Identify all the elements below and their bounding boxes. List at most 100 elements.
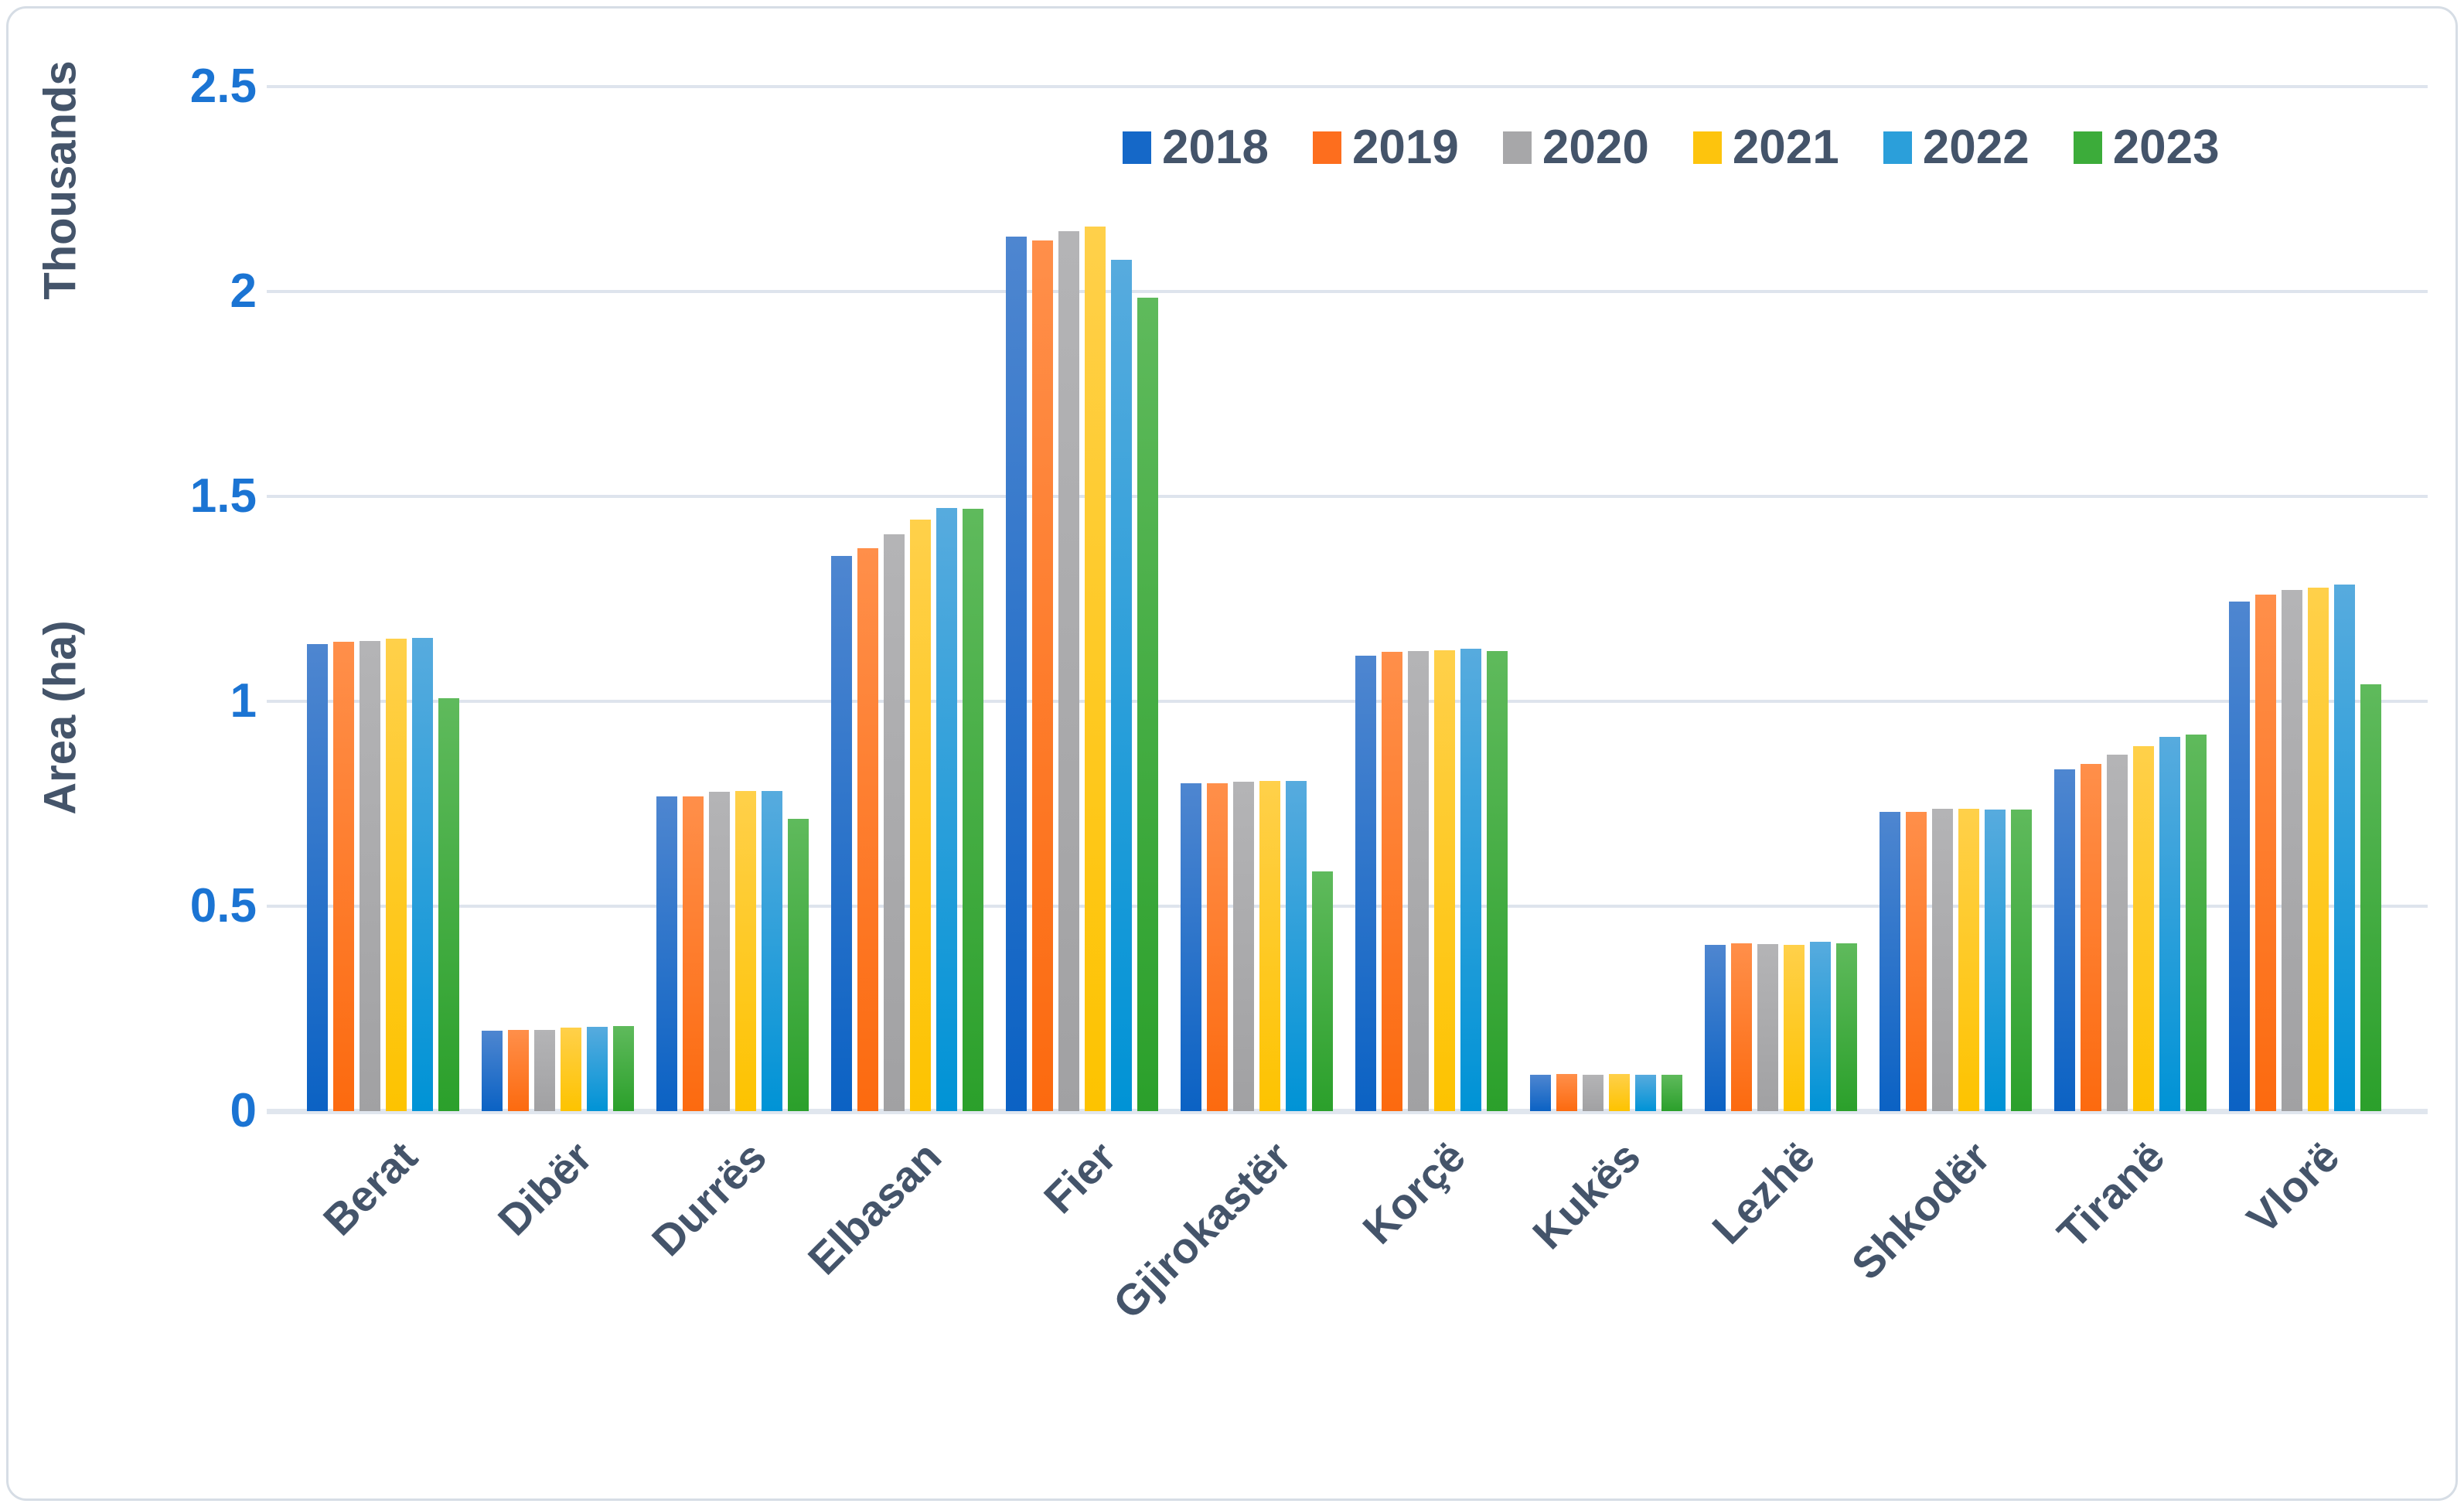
legend-label-2018: 2018 (1162, 121, 1269, 174)
bar-durres-2023 (788, 819, 809, 1111)
gridline-2.5 (267, 85, 2428, 88)
bar-vlore-2021 (2308, 588, 2329, 1111)
bar-tirane-2019 (2081, 764, 2101, 1111)
category-label-tirane: Tiranë (2047, 1131, 2174, 1258)
legend-label-2021: 2021 (1732, 121, 1839, 174)
x-axis-line (267, 1109, 2428, 1114)
bar-tirane-2018 (2054, 769, 2075, 1111)
y-tick-label-0.5: 0.5 (189, 879, 257, 932)
bar-shkoder-2020 (1932, 809, 1953, 1111)
bar-vlore-2023 (2360, 684, 2381, 1111)
legend-swatch-2022 (1883, 131, 1912, 164)
bar-berat-2019 (333, 642, 354, 1111)
bar-lezhe-2023 (1836, 943, 1857, 1111)
bar-fier-2022 (1111, 260, 1132, 1111)
bar-gjirokaster-2022 (1286, 781, 1307, 1111)
bar-shkoder-2022 (1985, 810, 2006, 1111)
category-label-diber: Dibër (488, 1131, 602, 1245)
bar-lezhe-2019 (1731, 943, 1752, 1111)
y-tick-label-1: 1 (230, 674, 257, 728)
bar-korce-2021 (1434, 650, 1455, 1111)
bar-fier-2018 (1006, 237, 1027, 1111)
bar-kukes-2023 (1661, 1075, 1682, 1111)
bar-diber-2022 (587, 1027, 608, 1111)
bar-lezhe-2020 (1757, 944, 1778, 1111)
legend-swatch-2018 (1123, 131, 1151, 164)
bar-elbasan-2020 (884, 534, 905, 1111)
bar-durres-2018 (656, 796, 677, 1111)
bar-kukes-2021 (1609, 1074, 1630, 1111)
bar-korce-2020 (1408, 651, 1429, 1111)
bar-lezhe-2018 (1705, 945, 1726, 1111)
gridline-2 (267, 290, 2428, 293)
legend-label-2023: 2023 (2112, 121, 2220, 174)
bar-kukes-2020 (1583, 1075, 1603, 1111)
bar-fier-2023 (1137, 298, 1158, 1111)
bar-vlore-2019 (2255, 595, 2276, 1111)
bar-vlore-2020 (2282, 590, 2302, 1111)
y-tick-label-0: 0 (230, 1084, 257, 1137)
bar-lezhe-2022 (1810, 942, 1831, 1111)
category-label-shkoder: Shkodër (1842, 1131, 1999, 1289)
bar-elbasan-2022 (936, 508, 957, 1111)
bar-elbasan-2018 (831, 556, 852, 1111)
legend-item-2018: 2018 (1123, 124, 1269, 172)
bar-vlore-2018 (2229, 602, 2250, 1111)
category-label-vlore: Vlorë (2237, 1131, 2349, 1243)
legend-swatch-2019 (1312, 131, 1341, 164)
bar-fier-2019 (1032, 240, 1053, 1111)
bar-tirane-2021 (2133, 746, 2154, 1111)
category-label-kukes: Kukës (1523, 1131, 1650, 1259)
bar-fier-2021 (1085, 227, 1106, 1111)
category-label-gjirokaster: Gjirokastër (1103, 1131, 1300, 1328)
bar-korce-2019 (1382, 652, 1402, 1111)
category-label-berat: Berat (313, 1131, 427, 1245)
bar-berat-2020 (360, 641, 380, 1111)
legend-label-2019: 2019 (1351, 121, 1459, 174)
legend-item-2021: 2021 (1692, 121, 1839, 174)
bar-kukes-2019 (1556, 1074, 1577, 1111)
legend-swatch-2021 (1692, 131, 1722, 164)
legend-swatch-2023 (2073, 131, 2102, 164)
category-label-lezhe: Lezhë (1702, 1131, 1825, 1253)
bar-elbasan-2019 (857, 548, 878, 1111)
bar-korce-2018 (1355, 656, 1376, 1111)
bar-shkoder-2021 (1958, 809, 1979, 1111)
bar-durres-2019 (683, 796, 704, 1111)
bar-berat-2018 (307, 644, 328, 1111)
bar-diber-2019 (508, 1030, 529, 1111)
bar-shkoder-2019 (1906, 812, 1927, 1111)
y-tick-label-2: 2 (230, 264, 257, 318)
bar-berat-2022 (412, 638, 433, 1111)
bar-gjirokaster-2019 (1207, 783, 1228, 1111)
category-label-durres: Durrës (642, 1131, 776, 1266)
bar-elbasan-2023 (963, 509, 983, 1111)
bar-durres-2020 (709, 792, 730, 1111)
bar-korce-2022 (1460, 649, 1481, 1111)
legend-item-2023: 2023 (2073, 121, 2220, 174)
bar-durres-2022 (762, 791, 782, 1111)
legend-label-2022: 2022 (1922, 121, 2029, 174)
category-label-fier: Fier (1034, 1131, 1126, 1223)
category-label-elbasan: Elbasan (799, 1131, 951, 1284)
legend-item-2019: 2019 (1312, 121, 1459, 174)
gridline-1 (267, 700, 2428, 703)
y-tick-label-1.5: 1.5 (189, 469, 257, 523)
bar-tirane-2023 (2186, 735, 2207, 1111)
legend: 2018 2019 2020 2021 2022 2023 (1123, 124, 2220, 172)
bar-tirane-2022 (2159, 737, 2180, 1111)
bar-gjirokaster-2020 (1233, 782, 1254, 1111)
bar-korce-2023 (1487, 651, 1508, 1111)
legend-label-2020: 2020 (1542, 121, 1649, 174)
bar-diber-2021 (561, 1028, 581, 1111)
bar-berat-2023 (438, 698, 459, 1111)
gridline-0.5 (267, 905, 2428, 908)
bar-lezhe-2021 (1784, 945, 1805, 1111)
bar-gjirokaster-2023 (1312, 871, 1333, 1111)
bar-elbasan-2021 (910, 520, 931, 1111)
gridline-1.5 (267, 495, 2428, 498)
bar-kukes-2018 (1530, 1075, 1551, 1111)
bar-durres-2021 (735, 791, 756, 1111)
bar-shkoder-2023 (2011, 810, 2032, 1111)
